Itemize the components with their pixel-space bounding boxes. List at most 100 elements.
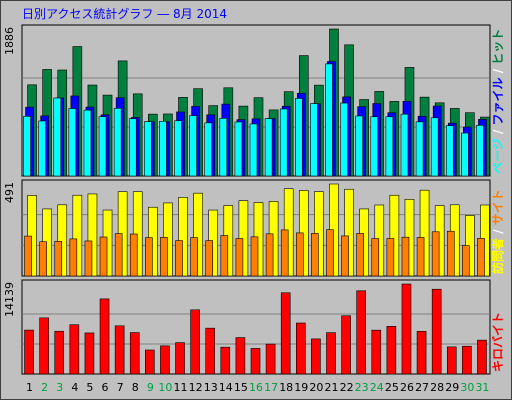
bar-2-2-11 — [175, 240, 183, 277]
bar-3-1-5 — [84, 332, 95, 375]
y-max-label: 491 — [3, 182, 16, 203]
bar-2-1-12 — [193, 192, 203, 277]
x-tick-label: 30 — [460, 381, 474, 394]
bar-1-3-29 — [445, 125, 454, 177]
x-tick-label: 13 — [204, 381, 218, 394]
bar-3-1-30 — [462, 345, 472, 375]
bar-2-2-13 — [205, 240, 214, 277]
x-tick-label: 2 — [41, 381, 48, 394]
panel-2: 491 訪問者 / サイト — [3, 179, 505, 277]
x-tick-label: 18 — [279, 381, 293, 394]
bar-3-1-2 — [39, 317, 49, 375]
bar-2-2-10 — [160, 237, 168, 277]
x-axis-labels: 1 2 3 4 5 6 7 8 9 10 11 12 13 14 15 16 17 18 19 20 21 22 23 24 2… — [26, 381, 489, 394]
bar-3-1-17 — [265, 343, 276, 375]
bar-2-1-25 — [389, 194, 400, 277]
x-tick-label: 9 — [147, 381, 154, 394]
bar-1-3-1 — [23, 115, 31, 177]
bar-3-1-27 — [416, 330, 427, 375]
bar-3-1-1 — [24, 329, 34, 375]
bar-1-3-2 — [38, 120, 46, 177]
legend-part: 訪問者 — [490, 238, 505, 274]
bar-1-3-8 — [128, 118, 137, 177]
bar-2-2-17 — [265, 233, 274, 277]
bar-1-3-21 — [325, 63, 333, 177]
bar-1-3-5 — [83, 109, 92, 177]
x-tick-label: 21 — [324, 381, 338, 394]
bar-2-2-26 — [401, 236, 410, 277]
x-tick-label: 1 — [26, 381, 33, 394]
panels-layer: 1886 ページ / ファイル / ヒット 491 訪問者 / サイト 14139 キロバ… — [3, 24, 505, 375]
bar-2-2-27 — [416, 237, 425, 277]
y-max-label: 1886 — [3, 27, 16, 55]
bar-3-1-3 — [54, 330, 65, 375]
bar-1-3-11 — [174, 120, 182, 177]
bar-2-2-4 — [69, 238, 78, 277]
legend-part: キロバイト — [491, 312, 505, 372]
bar-3-1-22 — [341, 315, 351, 375]
bar-3-1-8 — [129, 332, 140, 375]
bar-3-1-13 — [205, 327, 216, 375]
bar-2-2-12 — [190, 237, 198, 277]
x-tick-label: 17 — [264, 381, 278, 394]
bar-2-2-5 — [84, 240, 93, 277]
bar-1-3-31 — [476, 125, 484, 177]
legend-part: ヒット — [491, 29, 505, 65]
x-tick-label: 31 — [475, 381, 489, 394]
bar-2-2-31 — [477, 238, 485, 277]
bar-3-1-31 — [477, 339, 487, 375]
bar-1-3-19 — [294, 98, 303, 177]
bar-2-2-15 — [235, 238, 244, 277]
bar-1-3-25 — [385, 116, 394, 177]
bar-1-3-7 — [113, 108, 122, 177]
bar-2-2-30 — [462, 245, 470, 277]
x-tick-label: 26 — [400, 381, 414, 394]
bar-2-1-27 — [419, 189, 430, 277]
bar-1-3-18 — [279, 108, 288, 177]
x-tick-label: 3 — [56, 381, 63, 394]
bar-3-1-7 — [114, 325, 125, 375]
bar-2-2-25 — [386, 238, 395, 277]
x-tick-label: 7 — [117, 381, 124, 394]
bar-1-3-22 — [340, 102, 348, 177]
x-tick-label: 14 — [219, 381, 233, 394]
bar-3-1-28 — [431, 288, 442, 375]
legend-part: / — [491, 225, 505, 238]
bar-3-1-16 — [250, 348, 261, 375]
legend-label: キロバイト — [491, 312, 505, 372]
y-max-label: 14139 — [3, 282, 16, 317]
bar-3-1-26 — [401, 283, 412, 375]
bar-2-1-11 — [178, 197, 188, 277]
legend-label: 訪問者 / サイト — [490, 189, 505, 274]
x-tick-label: 23 — [355, 381, 369, 394]
bar-2-2-20 — [311, 233, 319, 277]
bar-3-1-9 — [145, 349, 155, 375]
bar-3-1-24 — [371, 329, 382, 375]
bar-1-3-30 — [461, 132, 469, 177]
bar-1-3-3 — [53, 97, 62, 177]
bar-1-3-14 — [219, 118, 228, 177]
bar-1-3-17 — [264, 118, 273, 177]
bar-2-2-7 — [114, 233, 123, 277]
bar-1-3-20 — [310, 103, 318, 177]
bar-2-2-1 — [24, 235, 32, 277]
x-tick-label: 15 — [234, 381, 248, 394]
bar-2-1-22 — [344, 188, 354, 277]
bar-1-3-6 — [98, 116, 107, 177]
bar-3-1-19 — [295, 322, 306, 375]
x-tick-label: 10 — [158, 381, 172, 394]
bar-1-3-9 — [144, 121, 152, 177]
bar-2-2-21 — [326, 229, 334, 277]
bar-2-2-16 — [250, 236, 259, 277]
x-tick-label: 8 — [132, 381, 139, 394]
bar-1-3-4 — [68, 108, 77, 177]
bar-2-2-9 — [145, 237, 153, 277]
x-tick-label: 22 — [340, 381, 354, 394]
bar-3-1-21 — [326, 332, 336, 375]
legend-part: / — [491, 65, 505, 78]
bar-3-1-23 — [356, 290, 366, 375]
bar-2-1-1 — [27, 195, 37, 277]
x-tick-label: 12 — [189, 381, 203, 394]
x-tick-label: 6 — [102, 381, 109, 394]
